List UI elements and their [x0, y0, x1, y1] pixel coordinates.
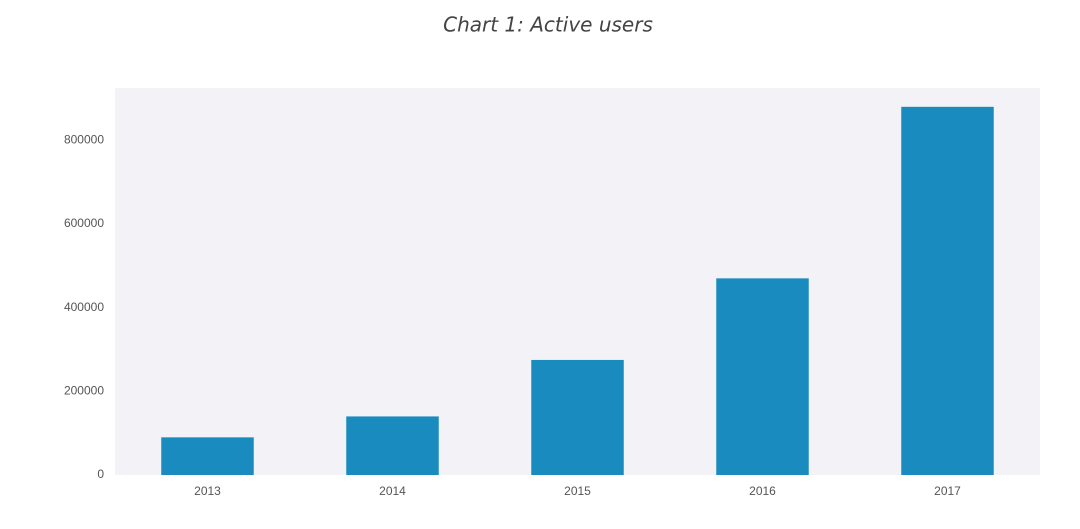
- y-tick-label: 0: [97, 467, 104, 481]
- y-tick-label: 200000: [64, 383, 104, 397]
- x-tick-label: 2015: [564, 484, 591, 498]
- chart-title: Chart 1: Active users: [443, 13, 653, 37]
- y-tick-label: 800000: [64, 132, 104, 146]
- bar: [346, 416, 439, 475]
- bar: [531, 359, 624, 475]
- bar: [161, 437, 254, 475]
- x-tick-label: 2016: [749, 484, 776, 498]
- x-tick-label: 2017: [934, 484, 961, 498]
- x-tick-label: 2013: [194, 484, 221, 498]
- bar: [901, 106, 994, 475]
- y-tick-label: 600000: [64, 216, 104, 230]
- y-tick-label: 400000: [64, 300, 104, 314]
- x-tick-label: 2014: [379, 484, 406, 498]
- bar: [716, 278, 809, 475]
